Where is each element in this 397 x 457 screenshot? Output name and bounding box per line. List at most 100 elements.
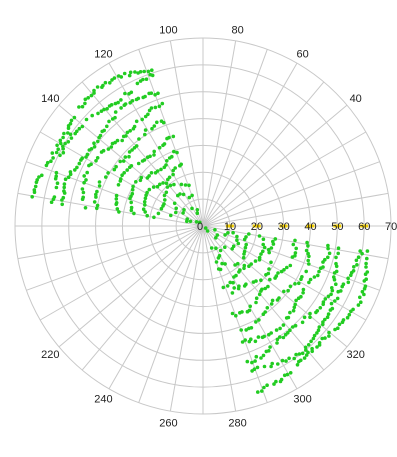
data-point (337, 322, 342, 327)
data-point (49, 200, 54, 204)
data-point (143, 114, 148, 119)
grid-spoke-250 (138, 225, 204, 403)
data-point (132, 211, 136, 216)
data-point (157, 104, 162, 109)
data-point (165, 159, 169, 163)
data-point (293, 251, 298, 255)
data-point (243, 338, 247, 342)
data-point (68, 132, 73, 137)
data-point (244, 282, 248, 287)
data-point (161, 204, 165, 208)
data-point (190, 206, 194, 211)
data-point (235, 238, 239, 242)
data-point (141, 95, 145, 100)
data-point (100, 129, 104, 134)
data-point (166, 177, 170, 182)
data-point (297, 281, 301, 286)
data-point (182, 208, 186, 212)
grid-spoke-130 (81, 81, 204, 227)
data-point (109, 145, 114, 149)
data-point (301, 287, 306, 292)
data-point (300, 320, 305, 325)
data-point (143, 128, 148, 132)
data-point (242, 263, 247, 268)
data-point (61, 147, 65, 151)
data-point (144, 77, 149, 81)
data-point (254, 300, 258, 305)
data-point (95, 203, 100, 208)
data-point (282, 268, 286, 272)
data-point (123, 91, 127, 96)
data-point (55, 181, 60, 185)
grid-spoke-240 (108, 225, 204, 390)
data-point (263, 310, 268, 314)
data-point (90, 113, 94, 118)
grid-spoke-260 (169, 225, 204, 412)
data-point (266, 247, 271, 252)
data-point (253, 359, 257, 363)
data-point (299, 358, 303, 363)
data-point (127, 150, 132, 154)
data-point (134, 119, 139, 124)
data-point (326, 243, 330, 248)
grid-spoke-280 (202, 225, 237, 412)
data-point (105, 124, 109, 129)
data-point (326, 246, 330, 251)
data-point (50, 151, 55, 155)
data-point (144, 193, 148, 197)
data-point (261, 237, 266, 241)
data-point (97, 180, 102, 184)
data-point (244, 328, 248, 332)
data-point (115, 207, 120, 211)
data-point (143, 132, 147, 137)
data-point (63, 141, 67, 146)
data-point (92, 91, 96, 95)
angle-tick-label: 40 (350, 93, 362, 105)
data-point (293, 323, 298, 328)
data-point (83, 97, 88, 102)
data-point (218, 267, 223, 272)
radial-tick-label: 40 (304, 221, 316, 233)
data-point (288, 328, 292, 333)
data-point (128, 129, 132, 133)
data-point (92, 88, 96, 93)
grid-spoke-10 (202, 192, 389, 227)
data-point (151, 185, 156, 189)
data-point (106, 147, 111, 151)
data-point (125, 168, 129, 172)
data-point (73, 168, 77, 172)
data-point (323, 336, 327, 340)
data-point (256, 335, 261, 339)
data-point (286, 315, 291, 320)
data-point (87, 163, 91, 168)
radial-tick-label: 10 (224, 221, 236, 233)
data-point (72, 115, 77, 120)
data-point (306, 244, 310, 248)
data-point (96, 111, 100, 116)
angle-tick-label: 260 (159, 417, 177, 429)
data-point (79, 158, 83, 162)
data-point (259, 356, 263, 360)
data-point (311, 336, 316, 341)
data-point (257, 255, 262, 260)
data-point (239, 328, 243, 332)
data-point (233, 263, 237, 267)
data-point (306, 258, 311, 263)
data-point (304, 353, 309, 357)
data-point (94, 159, 98, 163)
data-point (139, 175, 144, 180)
data-point (58, 153, 62, 158)
data-point (40, 173, 44, 178)
data-point (323, 317, 327, 322)
radial-tick-label: 60 (358, 221, 370, 233)
data-point (249, 326, 254, 330)
grid-spoke-40 (202, 104, 348, 227)
data-point (183, 183, 188, 187)
data-point (254, 320, 258, 324)
data-point (306, 350, 310, 355)
data-point (347, 312, 352, 317)
data-point (275, 337, 280, 342)
data-point (302, 356, 307, 360)
data-point (274, 328, 279, 332)
data-point (321, 265, 325, 269)
